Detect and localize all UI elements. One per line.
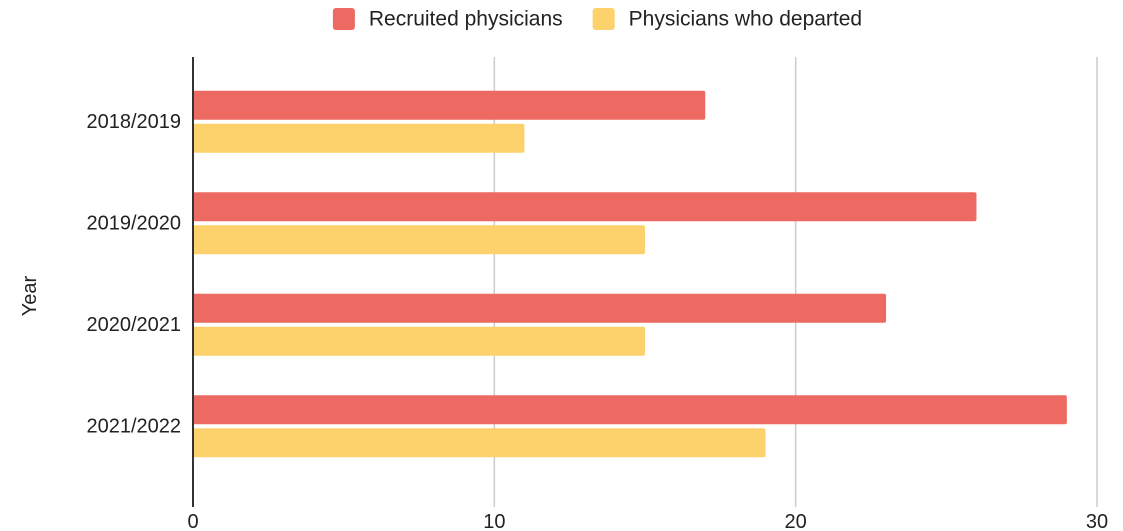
legend-swatch: [592, 8, 615, 30]
bar-departed: [193, 428, 766, 458]
bar-recruited: [193, 192, 977, 222]
y-tick-labels: 2018/2019 2019/2020 2020/2021 2021/2022: [86, 111, 181, 438]
legend-item-recruited: Recruited physicians: [332, 8, 563, 31]
bar-departed: [193, 326, 645, 356]
x-tick-label: 10: [483, 511, 505, 531]
bars: [193, 90, 1067, 458]
x-tick-label: 30: [1086, 511, 1108, 531]
x-tick-label: 20: [785, 511, 807, 531]
bar-recruited: [193, 293, 887, 323]
legend-label: Physicians who departed: [629, 8, 862, 31]
y-tick-label: 2020/2021: [86, 314, 181, 336]
y-tick-label: 2018/2019: [86, 111, 181, 133]
x-tick-labels: 0 10 20 30: [187, 511, 1108, 531]
legend-label: Recruited physicians: [369, 8, 563, 31]
bar-recruited: [193, 395, 1067, 425]
legend-swatch: [332, 8, 355, 30]
legend: Recruited physicians Physicians who depar…: [332, 8, 862, 31]
legend-item-departed: Physicians who departed: [592, 8, 862, 31]
bar-departed: [193, 123, 525, 153]
bar-recruited: [193, 90, 706, 120]
x-tick-label: 0: [187, 511, 198, 531]
y-tick-label: 2021/2022: [86, 415, 181, 437]
y-tick-label: 2019/2020: [86, 212, 181, 234]
y-axis-title: Year: [19, 275, 41, 316]
bar-departed: [193, 225, 645, 255]
